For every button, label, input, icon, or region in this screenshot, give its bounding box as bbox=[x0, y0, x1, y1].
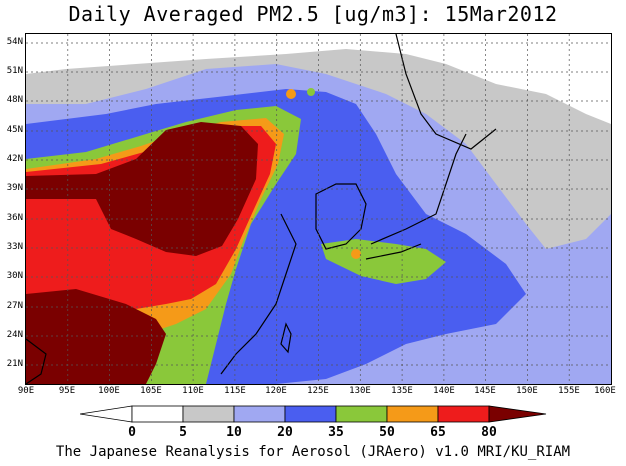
lon-label: 105E bbox=[140, 386, 162, 396]
lon-label: 155E bbox=[558, 386, 580, 396]
lon-label: 110E bbox=[182, 386, 204, 396]
colorbar-label: 10 bbox=[226, 425, 242, 440]
colorbar-label: 65 bbox=[430, 425, 446, 440]
colorbar-label: 5 bbox=[179, 425, 187, 440]
lat-label: 48N bbox=[6, 95, 23, 105]
colorbar-segment-65-80 bbox=[437, 405, 490, 423]
colorbar-segment-10-20 bbox=[233, 405, 286, 423]
lon-label: 90E bbox=[17, 386, 35, 396]
colorbar-segment-35-50 bbox=[335, 405, 388, 423]
colorbar-segment-0-5 bbox=[131, 405, 184, 423]
colorbar-label: 20 bbox=[277, 425, 293, 440]
lat-label: 39N bbox=[6, 183, 23, 193]
lat-label: 21N bbox=[6, 359, 23, 369]
lon-label: 140E bbox=[433, 386, 455, 396]
lon-label: 150E bbox=[516, 386, 538, 396]
pm25-field bbox=[26, 34, 611, 384]
colorbar-segment-50-65 bbox=[386, 405, 439, 423]
lat-label: 30N bbox=[6, 271, 23, 281]
colorbar-label: 80 bbox=[481, 425, 497, 440]
lon-label: 120E bbox=[265, 386, 287, 396]
colorbar-label: 0 bbox=[128, 425, 136, 440]
colorbar-label: 35 bbox=[328, 425, 344, 440]
lat-label: 51N bbox=[6, 66, 23, 76]
lat-label: 45N bbox=[6, 125, 23, 135]
lat-label: 24N bbox=[6, 330, 23, 340]
lon-label: 130E bbox=[349, 386, 371, 396]
colorbar-label: 50 bbox=[379, 425, 395, 440]
lon-label: 95E bbox=[58, 386, 76, 396]
lon-label: 125E bbox=[307, 386, 329, 396]
footer-credit: The Japanese Reanalysis for Aerosol (JRA… bbox=[55, 444, 571, 460]
map-title: Daily Averaged PM2.5 [ug/m3]: 15Mar2012 bbox=[68, 2, 558, 26]
lon-label: 115E bbox=[224, 386, 246, 396]
colorbar-segment-20-35 bbox=[284, 405, 337, 423]
lon-label: 135E bbox=[391, 386, 413, 396]
lat-label: 33N bbox=[6, 242, 23, 252]
colorbar-segment-80plus bbox=[488, 405, 547, 423]
lat-label: 27N bbox=[6, 301, 23, 311]
colorbar-segment-0 bbox=[80, 405, 133, 423]
lon-label: 160E bbox=[594, 386, 616, 396]
colorbar bbox=[80, 405, 547, 423]
lon-label: 100E bbox=[98, 386, 120, 396]
lat-label: 36N bbox=[6, 213, 23, 223]
lat-label: 54N bbox=[6, 37, 23, 47]
lat-label: 42N bbox=[6, 154, 23, 164]
pm25-map bbox=[25, 33, 612, 385]
lon-label: 145E bbox=[474, 386, 496, 396]
colorbar-segment-5-10 bbox=[182, 405, 235, 423]
